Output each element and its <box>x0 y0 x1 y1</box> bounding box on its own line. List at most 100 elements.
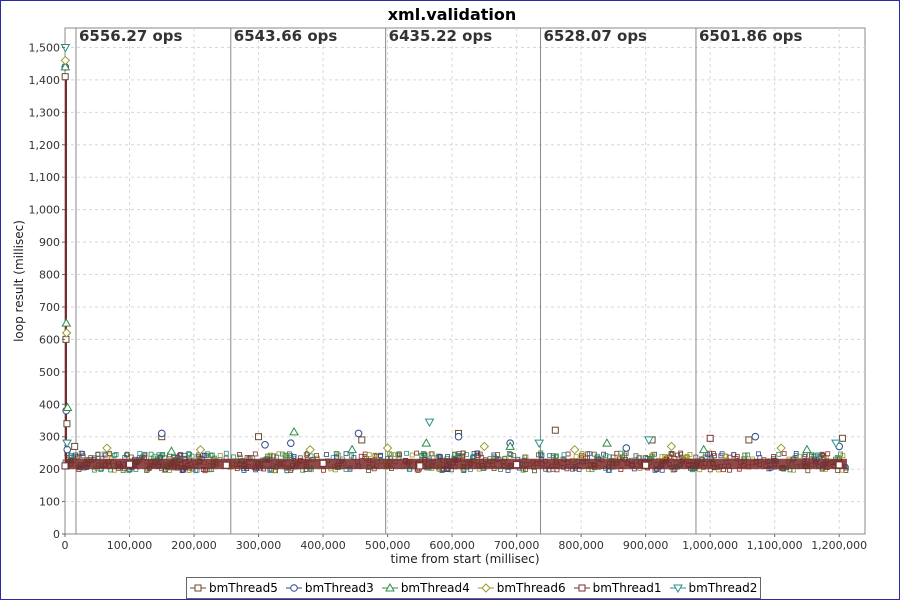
data-point <box>666 441 677 452</box>
legend-label: bmThread2 <box>688 581 758 595</box>
y-tick-label: 1,400 <box>29 74 61 87</box>
legend-item: bmThread6 <box>477 581 566 595</box>
data-point <box>61 318 72 327</box>
dense-band <box>62 450 849 474</box>
band-point <box>343 451 349 457</box>
data-point <box>802 444 812 454</box>
data-point <box>513 461 521 469</box>
chart-title: xml.validation <box>388 5 517 24</box>
data-point <box>60 55 71 66</box>
band-point <box>137 451 143 456</box>
data-point <box>62 439 72 449</box>
band-point <box>80 451 86 456</box>
band-point <box>223 450 229 456</box>
y-tick-label: 200 <box>39 463 60 476</box>
band-point <box>535 452 541 458</box>
legend-label: bmThread3 <box>304 581 374 595</box>
data-point <box>195 444 206 455</box>
data-point <box>424 418 435 428</box>
x-tick-label: 400,000 <box>300 539 346 552</box>
band-point <box>404 450 410 456</box>
band-point <box>594 453 600 459</box>
data-point <box>776 443 786 453</box>
data-point <box>551 426 559 434</box>
y-tick-label: 0 <box>53 528 60 541</box>
marker-label: 6556.27 ops <box>79 27 183 45</box>
legend-label: bmThread4 <box>400 581 470 595</box>
legend-item: bmThread3 <box>285 581 374 595</box>
band-point <box>152 453 158 459</box>
x-tick-label: 600,000 <box>429 539 475 552</box>
x-tick-label: 200,000 <box>171 539 217 552</box>
x-tick-label: 0 <box>62 539 69 552</box>
band-point <box>554 453 559 459</box>
x-tick-label: 500,000 <box>365 539 411 552</box>
x-tick-label: 900,000 <box>623 539 669 552</box>
band-point <box>428 451 434 457</box>
data-point <box>838 434 846 442</box>
legend-marker <box>384 583 395 592</box>
band-point <box>409 452 415 458</box>
throughput-markers: 6556.27 ops 6543.66 ops 6435.22 ops 6528.07… <box>75 27 803 534</box>
data-point <box>479 441 490 452</box>
data-point <box>569 444 580 455</box>
data-point <box>644 436 654 445</box>
band-point <box>722 453 728 459</box>
band-point <box>334 451 340 457</box>
legend-swatch <box>285 584 302 592</box>
legend-item: bmThread5 <box>190 581 278 595</box>
band-point <box>579 451 585 457</box>
band-point <box>324 452 329 457</box>
band-point <box>177 452 183 458</box>
band-point <box>561 452 567 458</box>
x-tick-label: 700,000 <box>494 539 540 552</box>
band-point <box>378 452 383 458</box>
series-bmThread1 <box>61 434 843 470</box>
band-point <box>303 452 309 458</box>
legend-swatch <box>669 584 686 593</box>
data-point <box>745 436 753 444</box>
data-point <box>289 426 299 436</box>
band-point <box>825 451 831 457</box>
marker-label: 6543.66 ops <box>234 27 338 45</box>
band-point <box>112 453 117 458</box>
x-tick-label: 800,000 <box>558 539 604 552</box>
data-point <box>706 434 714 442</box>
band-point <box>475 453 481 458</box>
band-point <box>237 452 242 457</box>
band-point <box>189 453 195 459</box>
data-point <box>751 432 760 441</box>
y-tick-label: 100 <box>39 496 60 509</box>
band-point <box>95 452 101 457</box>
legend-item: bmThread4 <box>381 581 470 595</box>
band-point <box>279 451 285 457</box>
data-point <box>835 461 843 469</box>
x-tick-label: 1,000,000 <box>682 539 738 552</box>
legend-marker <box>481 583 491 593</box>
band-point <box>781 451 787 457</box>
data-point <box>166 446 177 455</box>
marker-label: 6501.86 ops <box>699 27 803 45</box>
data-point <box>102 443 112 453</box>
data-point <box>255 433 263 441</box>
data-point <box>157 429 166 438</box>
band-point <box>460 450 466 456</box>
band-point <box>124 451 130 457</box>
data-point <box>305 444 315 455</box>
legend: bmThread5 bmThread3 bmThread4 bmThread6 bmTh… <box>186 577 762 599</box>
band-point <box>508 452 514 457</box>
band-point <box>366 452 372 458</box>
band-point <box>573 454 579 460</box>
band-point <box>288 453 294 458</box>
band-point <box>475 450 480 456</box>
legend-swatch <box>477 583 494 593</box>
x-tick-label: 1,100,000 <box>747 539 803 552</box>
band-point <box>669 451 675 456</box>
data-point <box>698 444 709 454</box>
y-tick-label: 1,300 <box>29 106 61 119</box>
band-point <box>387 451 392 456</box>
band-point <box>186 451 191 457</box>
series-bmThread2 <box>60 43 841 449</box>
data-point <box>602 438 612 447</box>
band-point <box>675 452 680 458</box>
